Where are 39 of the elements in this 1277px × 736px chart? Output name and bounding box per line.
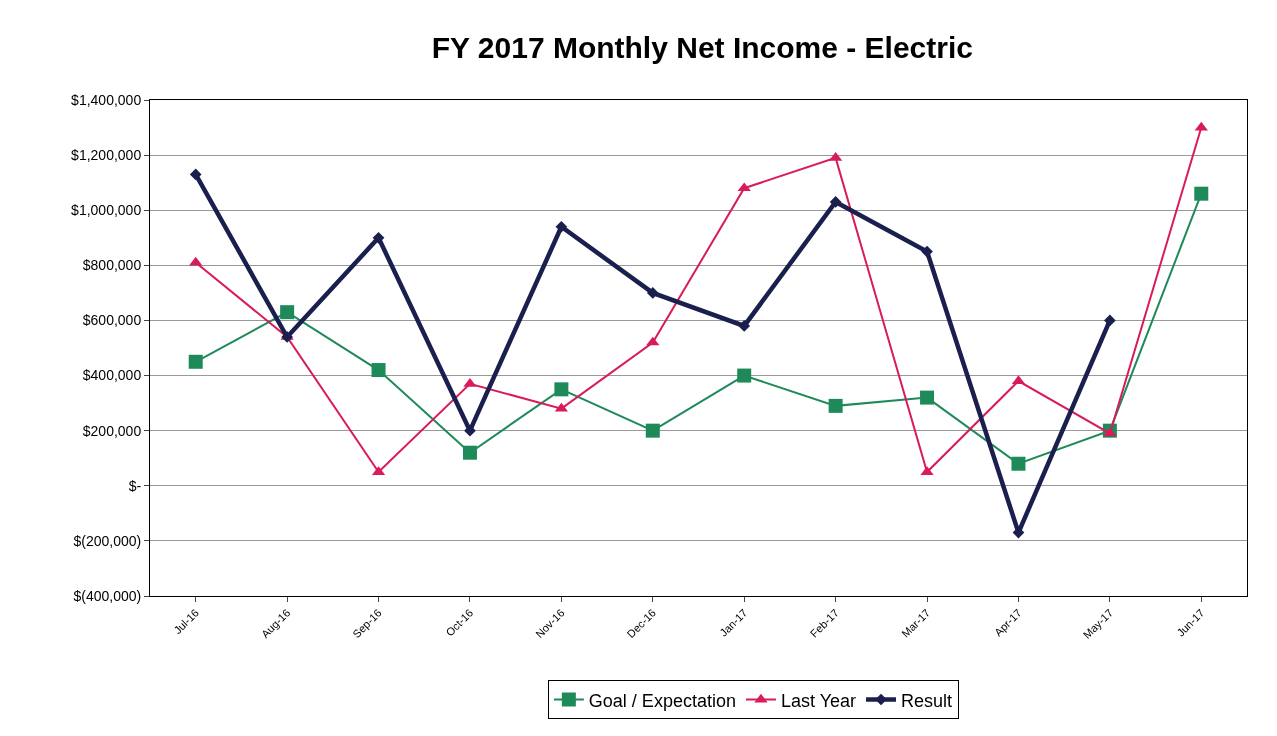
- point: [1011, 456, 1026, 471]
- point: [737, 368, 752, 383]
- point: [371, 363, 386, 378]
- y-tick-label: $800,000: [82, 257, 142, 274]
- point: [189, 168, 202, 181]
- point: [372, 231, 385, 244]
- y-tick-label: $1,000,000: [71, 202, 142, 219]
- y-tick-label: $600,000: [82, 312, 142, 329]
- point: [464, 424, 476, 437]
- y-tick-label: $200,000: [82, 422, 142, 439]
- y-tick-label: $(400,000): [73, 587, 142, 604]
- point: [555, 220, 568, 233]
- y-tick-label: $400,000: [82, 367, 142, 384]
- point: [189, 256, 203, 266]
- y-tick-label: $1,200,000: [71, 147, 142, 164]
- point: [280, 305, 295, 320]
- point: [1194, 121, 1208, 131]
- point: [829, 196, 842, 208]
- legend-label: Result: [901, 690, 953, 711]
- point: [1104, 314, 1116, 327]
- y-tick-label: $-: [128, 477, 142, 494]
- point: [188, 354, 203, 369]
- point: [738, 320, 751, 332]
- point: [1103, 427, 1117, 437]
- point: [828, 398, 843, 413]
- y-tick-label: $(200,000): [73, 532, 142, 549]
- point: [737, 182, 751, 192]
- y-tick-label: $1,400,000: [71, 91, 142, 108]
- point: [554, 382, 569, 397]
- legend-label: Goal / Expectation: [588, 690, 736, 711]
- point: [646, 287, 659, 299]
- point: [920, 390, 935, 405]
- chart-title: FY 2017 Monthly Net Income - Electric: [431, 30, 973, 64]
- point: [646, 336, 660, 346]
- point: [645, 423, 660, 438]
- point: [1194, 186, 1209, 201]
- point: [462, 445, 477, 460]
- legend-label: Last Year: [780, 690, 857, 711]
- point: [921, 245, 933, 258]
